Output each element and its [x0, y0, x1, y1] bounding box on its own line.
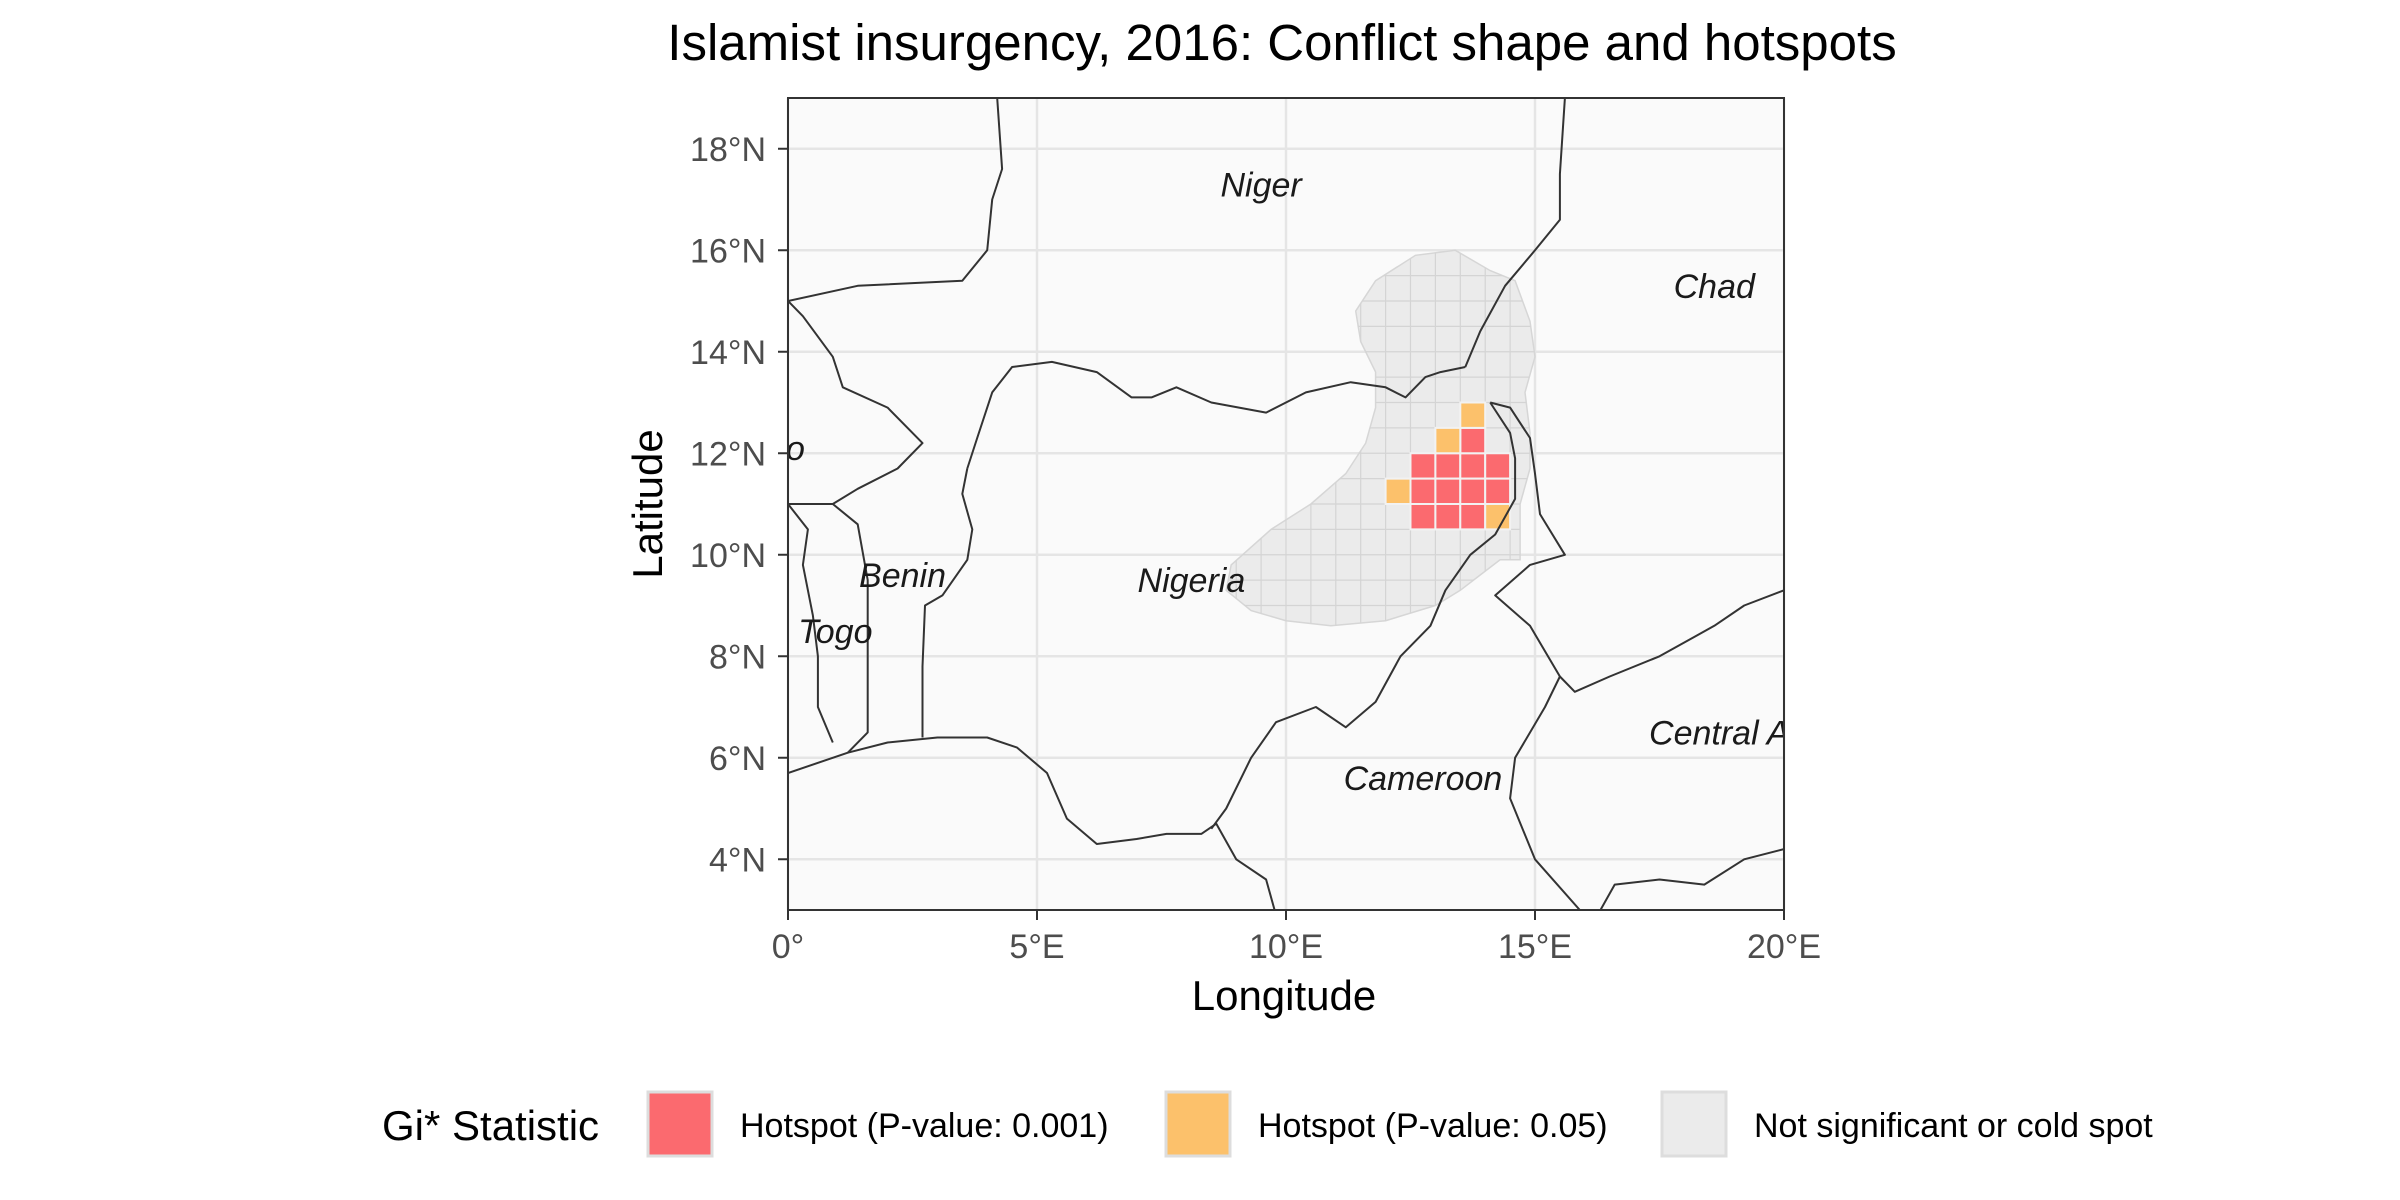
border-line-8: [832, 503, 869, 754]
country-label-2: Nigeria: [1138, 562, 1246, 600]
border-line-11: [788, 98, 1004, 302]
y-tick-label-1: 6°N: [709, 740, 766, 778]
x-tick-label-0: 0°: [772, 928, 805, 966]
x-tick-label-4: 20°E: [1747, 928, 1821, 966]
country-label-0: Niger: [1220, 166, 1303, 204]
country-labels: Niger Chad Nigeria Benin Togo Cameroon Central…: [786, 166, 1789, 798]
y-tick-label-6: 16°N: [690, 232, 766, 270]
y-tick-label-2: 8°N: [709, 638, 766, 676]
hotspot-cell-p001-0: [1409, 452, 1437, 480]
hotspot-cell-p001-7: [1484, 477, 1512, 505]
chart-title: Islamist insurgency, 2016: Conflict shap…: [667, 14, 1896, 71]
country-label-4: Togo: [798, 613, 872, 651]
y-axis: 4°N 6°N 8°N 10°N 12°N 14°N 16°N 18°N: [690, 131, 788, 879]
border-line-1: [921, 468, 974, 738]
border-line-5: [1489, 401, 1784, 693]
graticule: [786, 98, 1786, 910]
legend-label-not-significant: Not significant or cold spot: [1754, 1107, 2153, 1145]
hotspot-cell-p005-3: [1484, 503, 1512, 531]
hotspot-cell-p001-2: [1459, 452, 1487, 480]
border-line-10: [788, 300, 924, 505]
hotspot-cell-p001-3: [1484, 452, 1512, 480]
hotspot-cell-p001-1: [1434, 452, 1462, 480]
border-line-0: [966, 360, 1466, 469]
border-line-3: [788, 736, 1276, 910]
border-line-2: [1210, 401, 1517, 830]
hotspot-cell-p005-0: [1459, 401, 1487, 429]
border-line-6: [1509, 676, 1581, 910]
hotspot-cell-p001-11: [1459, 426, 1487, 455]
hotspot-cell-p005-2: [1384, 477, 1412, 505]
y-tick-label-7: 18°N: [690, 131, 766, 169]
legend-swatch-hotspot-005: [1164, 1090, 1232, 1158]
border-line-7: [1599, 848, 1784, 910]
legend-swatch-hotspot-001: [646, 1090, 714, 1158]
country-borders: [788, 98, 1784, 910]
hotspot-cell-p001-9: [1434, 503, 1462, 531]
country-label-3: Benin: [859, 557, 946, 595]
country-label-1: Chad: [1674, 268, 1756, 306]
legend-title: Gi* Statistic: [382, 1102, 599, 1149]
hotspot-cell-p001-4: [1409, 477, 1437, 505]
y-tick-label-4: 12°N: [690, 435, 766, 473]
country-label-7: o: [786, 430, 805, 468]
hotspot-cell-p001-5: [1434, 477, 1462, 505]
x-tick-label-1: 5°E: [1009, 928, 1064, 966]
legend-label-hotspot-001: Hotspot (P-value: 0.001): [740, 1107, 1109, 1145]
hotspot-cell-p001-8: [1409, 503, 1437, 531]
border-line-4: [1464, 98, 1566, 368]
hotspot-cell-p001-6: [1459, 477, 1487, 505]
hotspot-cell-p001-10: [1459, 503, 1487, 531]
y-axis-title: Latitude: [624, 429, 671, 578]
country-label-6: Central A: [1649, 714, 1789, 752]
x-tick-label-3: 15°E: [1498, 928, 1572, 966]
y-tick-label-0: 4°N: [709, 841, 766, 879]
legend-swatch-not-significant: [1660, 1090, 1728, 1158]
x-tick-label-2: 10°E: [1249, 928, 1323, 966]
x-axis: 0° 5°E 10°E 15°E 20°E: [772, 910, 1821, 966]
y-tick-label-5: 14°N: [690, 334, 766, 372]
hotspot-cell-p005-1: [1434, 426, 1462, 455]
legend-label-hotspot-005: Hotspot (P-value: 0.05): [1258, 1107, 1608, 1145]
hotspot-cells: [1384, 401, 1512, 531]
legend: Gi* Statistic Hotspot (P-value: 0.001) H…: [382, 1090, 2153, 1158]
x-axis-title: Longitude: [1192, 972, 1377, 1019]
border-line-9: [788, 503, 834, 743]
country-label-5: Cameroon: [1344, 760, 1503, 798]
y-tick-label-3: 10°N: [690, 537, 766, 575]
